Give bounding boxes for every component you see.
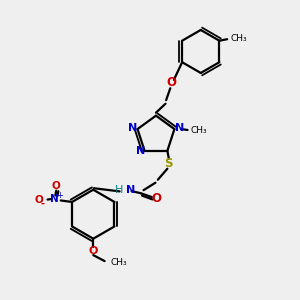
Text: N: N	[128, 124, 137, 134]
Text: N: N	[50, 194, 59, 204]
Text: O: O	[166, 76, 176, 89]
Text: O: O	[34, 195, 43, 205]
Text: N: N	[175, 124, 184, 134]
Text: CH₃: CH₃	[231, 34, 248, 43]
Text: N: N	[126, 184, 135, 195]
Text: O: O	[88, 246, 98, 256]
Text: H: H	[115, 184, 124, 195]
Text: S: S	[165, 157, 173, 170]
Text: O: O	[52, 182, 61, 191]
Text: -: -	[40, 199, 44, 209]
Text: CH₃: CH₃	[191, 126, 208, 135]
Text: N: N	[136, 146, 145, 156]
Text: CH₃: CH₃	[111, 258, 127, 267]
Text: +: +	[56, 191, 63, 200]
Text: O: O	[151, 192, 161, 205]
